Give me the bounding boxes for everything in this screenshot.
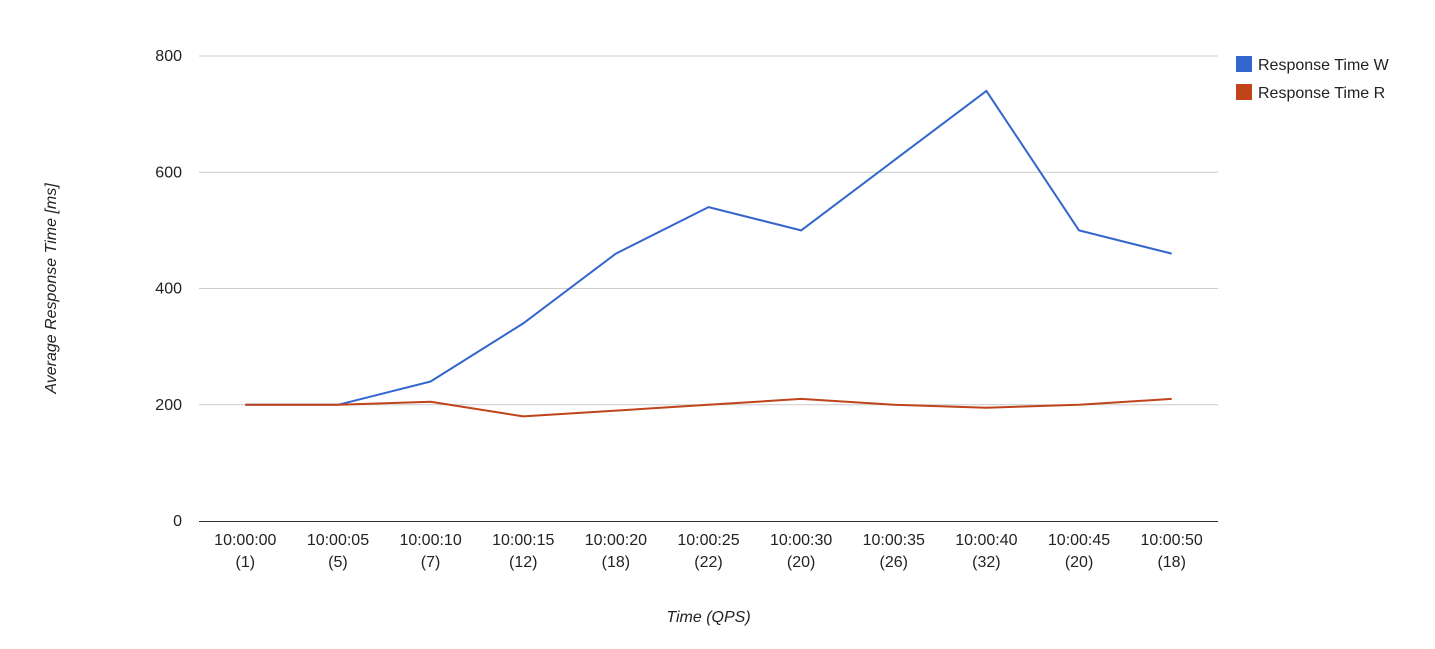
legend-swatch [1236,84,1252,100]
gridlines [199,55,1218,406]
x-tick-label: (32) [972,554,1000,571]
y-axis-ticks: 0 200 400 600 800 [155,48,182,530]
x-tick-label: 10:00:20 [585,532,647,549]
x-tick-label: (1) [236,554,256,571]
x-tick-label: (18) [1157,554,1185,571]
x-tick-label: 10:00:40 [955,532,1017,549]
x-tick-label: (18) [602,554,630,571]
y-tick-label: 200 [155,397,182,414]
x-tick-label: (5) [328,554,348,571]
x-tick-label: 10:00:10 [399,532,461,549]
legend-label: Response Time W [1258,57,1390,74]
x-tick-label: 10:00:30 [770,532,832,549]
y-tick-label: 600 [155,164,182,181]
series-lines [245,89,1172,418]
x-tick-label: 10:00:15 [492,532,554,549]
series-line-response-time-w [245,89,1172,406]
legend: Response Time W Response Time R [1236,56,1390,102]
x-axis-title: Time (QPS) [666,609,750,626]
x-tick-label: (20) [787,554,815,571]
x-tick-label: (20) [1065,554,1093,571]
y-tick-label: 400 [155,281,182,298]
x-tick-label: (22) [694,554,722,571]
x-tick-label: 10:00:45 [1048,532,1110,549]
x-tick-label: 10:00:50 [1141,532,1203,549]
x-tick-label: (7) [421,554,441,571]
x-tick-label: (12) [509,554,537,571]
y-tick-label: 0 [173,513,182,530]
x-tick-label: 10:00:00 [214,532,276,549]
legend-swatch [1236,56,1252,72]
x-tick-label: (26) [880,554,908,571]
legend-label: Response Time R [1258,85,1385,102]
series-line-response-time-r [245,397,1172,418]
x-tick-label: 10:00:35 [863,532,925,549]
x-tick-label: 10:00:25 [677,532,739,549]
y-axis-title: Average Response Time [ms] [43,183,60,395]
x-axis-ticks: 10:00:00 (1) 10:00:05 (5) 10:00:10 (7) 10:00:1… [214,532,1203,571]
x-tick-label: 10:00:05 [307,532,369,549]
y-tick-label: 800 [155,48,182,65]
